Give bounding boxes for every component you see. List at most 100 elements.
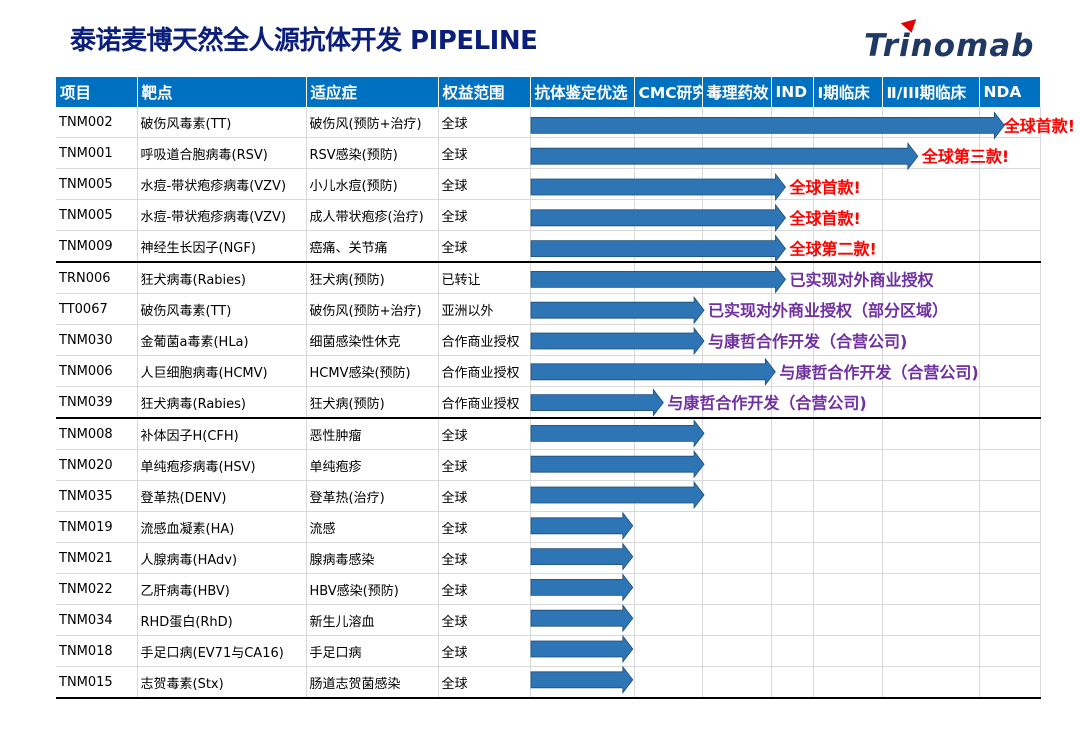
stage-cell bbox=[771, 604, 814, 636]
stage-cell bbox=[702, 324, 772, 356]
stage-cell bbox=[702, 511, 772, 543]
stage-cell bbox=[979, 324, 1041, 356]
indication-cell: 肠道志贺菌感染 bbox=[306, 666, 439, 699]
header-stage-discovery: 抗体鉴定优选 bbox=[530, 77, 635, 107]
stage-cell bbox=[530, 542, 635, 574]
stage-cell bbox=[882, 480, 980, 512]
stage-cell bbox=[979, 542, 1041, 574]
rights-cell: 全球 bbox=[438, 480, 531, 512]
indication-cell: 新生儿溶血 bbox=[306, 604, 439, 636]
header-stage-tox: 毒理药效 bbox=[702, 77, 772, 107]
target-cell: 破伤风毒素(TT) bbox=[137, 293, 307, 325]
table-row: TNM006 人巨细胞病毒(HCMV) HCMV感染(预防) 合作商业授权 bbox=[56, 355, 1041, 387]
stage-cell bbox=[530, 355, 635, 387]
stage-cell bbox=[979, 293, 1041, 325]
stage-cell bbox=[979, 262, 1041, 294]
stage-cell bbox=[530, 107, 635, 138]
stage-cell bbox=[530, 386, 635, 419]
stage-cell bbox=[530, 418, 635, 450]
stage-cell bbox=[813, 262, 883, 294]
stage-cell bbox=[771, 230, 814, 263]
indication-cell: 破伤风(预防+治疗) bbox=[306, 107, 439, 138]
stage-cell bbox=[702, 666, 772, 699]
stage-cell bbox=[813, 480, 883, 512]
stage-cell bbox=[882, 137, 980, 169]
stage-cell bbox=[634, 386, 703, 419]
header-stage-phase1: Ⅰ期临床 bbox=[813, 77, 883, 107]
stage-cell bbox=[882, 199, 980, 231]
logo: Trinomab bbox=[864, 28, 1035, 64]
project-cell: TNM019 bbox=[56, 511, 138, 543]
stage-cell bbox=[813, 324, 883, 356]
stage-cell bbox=[634, 542, 703, 574]
stage-cell bbox=[882, 107, 980, 138]
rights-cell: 全球 bbox=[438, 604, 531, 636]
stage-cell bbox=[530, 480, 635, 512]
page-title: 泰诺麦博天然全人源抗体开发 PIPELINE bbox=[70, 26, 538, 56]
target-cell: 流感血凝素(HA) bbox=[137, 511, 307, 543]
stage-cell bbox=[771, 666, 814, 699]
project-cell: TNM022 bbox=[56, 573, 138, 605]
stage-cell bbox=[634, 324, 703, 356]
stage-cell bbox=[979, 511, 1041, 543]
project-cell: TT0067 bbox=[56, 293, 138, 325]
stage-cell bbox=[634, 480, 703, 512]
target-cell: 水痘-带状疱疹病毒(VZV) bbox=[137, 168, 307, 200]
stage-cell bbox=[702, 449, 772, 481]
stage-cell bbox=[634, 511, 703, 543]
stage-cell bbox=[979, 230, 1041, 263]
table-row: TNM034 RHD蛋白(RhD) 新生儿溶血 全球 bbox=[56, 604, 1041, 636]
stage-cell bbox=[882, 604, 980, 636]
header-target: 靶点 bbox=[137, 77, 307, 107]
stage-cell bbox=[813, 449, 883, 481]
stage-cell bbox=[813, 542, 883, 574]
table-row: TNM039 狂犬病毒(Rabies) 狂犬病(预防) 合作商业授权 bbox=[56, 386, 1041, 419]
project-cell: TNM039 bbox=[56, 386, 138, 419]
rights-cell: 全球 bbox=[438, 107, 531, 138]
project-cell: TNM001 bbox=[56, 137, 138, 169]
table-row: TNM015 志贺毒素(Stx) 肠道志贺菌感染 全球 bbox=[56, 666, 1041, 699]
stage-cell bbox=[813, 573, 883, 605]
table-row: TNM022 乙肝病毒(HBV) HBV感染(预防) 全球 bbox=[56, 573, 1041, 605]
stage-cell bbox=[813, 418, 883, 450]
stage-cell bbox=[771, 449, 814, 481]
stage-cell bbox=[530, 230, 635, 263]
stage-cell bbox=[702, 635, 772, 667]
target-cell: 狂犬病毒(Rabies) bbox=[137, 386, 307, 419]
target-cell: 志贺毒素(Stx) bbox=[137, 666, 307, 699]
stage-cell bbox=[634, 355, 703, 387]
table-row: TNM009 神经生长因子(NGF) 癌痛、关节痛 全球 bbox=[56, 230, 1041, 263]
target-cell: 破伤风毒素(TT) bbox=[137, 107, 307, 138]
stage-cell bbox=[530, 324, 635, 356]
stage-cell bbox=[702, 293, 772, 325]
rights-cell: 全球 bbox=[438, 573, 531, 605]
stage-cell bbox=[979, 604, 1041, 636]
stage-cell bbox=[979, 168, 1041, 200]
stage-cell bbox=[702, 386, 772, 419]
stage-cell bbox=[634, 635, 703, 667]
stage-cell bbox=[979, 386, 1041, 419]
stage-cell bbox=[634, 604, 703, 636]
rights-cell: 全球 bbox=[438, 635, 531, 667]
stage-cell bbox=[702, 355, 772, 387]
rights-cell: 全球 bbox=[438, 418, 531, 450]
project-cell: TNM006 bbox=[56, 355, 138, 387]
target-cell: 人腺病毒(HAdv) bbox=[137, 542, 307, 574]
target-cell: 乙肝病毒(HBV) bbox=[137, 573, 307, 605]
indication-cell: 手足口病 bbox=[306, 635, 439, 667]
indication-cell: 流感 bbox=[306, 511, 439, 543]
indication-cell: 登革热(治疗) bbox=[306, 480, 439, 512]
indication-cell: 癌痛、关节痛 bbox=[306, 230, 439, 263]
stage-cell bbox=[771, 511, 814, 543]
indication-cell: 狂犬病(预防) bbox=[306, 262, 439, 294]
stage-cell bbox=[530, 511, 635, 543]
stage-cell bbox=[771, 324, 814, 356]
stage-cell bbox=[530, 635, 635, 667]
table-header-row: 项目 靶点 适应症 权益范围 抗体鉴定优选 CMC研究 毒理药效 IND Ⅰ期临… bbox=[56, 77, 1041, 107]
rights-cell: 全球 bbox=[438, 542, 531, 574]
table-row: TNM020 单纯疱疹病毒(HSV) 单纯疱疹 全球 bbox=[56, 449, 1041, 481]
table-row: TNM005 水痘-带状疱疹病毒(VZV) 小儿水痘(预防) 全球 bbox=[56, 168, 1041, 200]
table-row: TNM002 破伤风毒素(TT) 破伤风(预防+治疗) 全球 bbox=[56, 107, 1041, 138]
stage-cell bbox=[813, 293, 883, 325]
project-cell: TNM021 bbox=[56, 542, 138, 574]
